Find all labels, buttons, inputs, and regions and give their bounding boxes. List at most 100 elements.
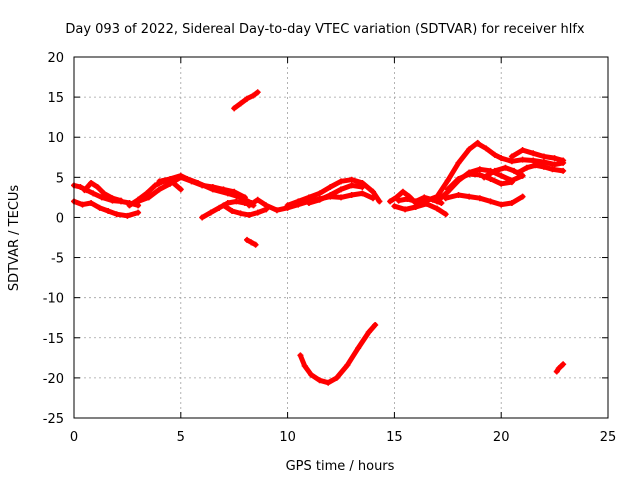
data-point <box>434 205 441 212</box>
data-point <box>237 194 244 201</box>
data-point <box>96 204 103 211</box>
data-point <box>376 198 383 205</box>
x-axis-label: GPS time / hours <box>286 459 395 474</box>
y-tick-label: 20 <box>47 51 64 66</box>
data-point <box>229 208 236 215</box>
y-tick-label: -15 <box>43 332 64 347</box>
data-point <box>77 183 84 190</box>
data-point <box>177 186 184 193</box>
data-point <box>273 207 280 214</box>
data-point <box>143 190 150 197</box>
data-point <box>444 177 451 184</box>
y-tick-label: 5 <box>56 171 64 186</box>
data-point <box>387 198 394 205</box>
data-point <box>359 190 366 197</box>
data-point <box>412 198 419 205</box>
data-point <box>327 191 334 198</box>
data-point <box>244 236 251 243</box>
data-point <box>94 183 101 190</box>
data-point <box>308 371 315 378</box>
data-point <box>126 202 133 209</box>
data-series <box>71 89 567 386</box>
data-point <box>412 204 419 211</box>
data-point <box>220 202 227 209</box>
data-point <box>305 194 312 201</box>
data-point <box>511 167 518 174</box>
data-point <box>348 191 355 198</box>
data-point <box>348 182 355 189</box>
data-point <box>216 204 223 211</box>
data-point <box>476 171 483 178</box>
data-point <box>135 209 142 216</box>
data-point <box>246 202 253 209</box>
data-point <box>156 186 163 193</box>
data-point <box>487 175 494 182</box>
data-point <box>553 368 560 375</box>
x-tick-label: 15 <box>386 430 403 445</box>
data-point <box>100 190 107 197</box>
data-point <box>455 191 462 198</box>
data-point <box>508 179 515 186</box>
data-point <box>246 212 253 219</box>
data-point <box>224 200 231 207</box>
data-point <box>483 145 490 152</box>
data-point <box>370 188 377 195</box>
data-point <box>530 157 537 164</box>
data-point <box>327 183 334 190</box>
data-point <box>117 197 124 204</box>
data-point <box>88 179 95 186</box>
data-point <box>194 179 201 186</box>
plot-border <box>73 56 609 419</box>
series-arc-n <box>297 322 378 386</box>
chart-title: Day 093 of 2022, Sidereal Day-to-day VTE… <box>65 22 585 37</box>
data-point <box>333 374 340 381</box>
data-point <box>474 140 481 147</box>
data-point <box>466 193 473 200</box>
data-point <box>88 200 95 207</box>
data-point <box>429 196 436 203</box>
y-tick-label: -25 <box>43 412 64 427</box>
y-tick-label: 10 <box>47 131 64 146</box>
data-point <box>491 167 498 174</box>
data-point <box>455 159 462 166</box>
data-point <box>156 178 163 185</box>
data-point <box>455 175 462 182</box>
data-point <box>519 193 526 200</box>
data-point <box>90 190 97 197</box>
data-point <box>498 172 505 179</box>
data-point <box>560 157 567 164</box>
data-point <box>105 208 112 215</box>
data-point <box>124 212 131 219</box>
data-point <box>252 241 259 248</box>
data-point <box>487 198 494 205</box>
y-tick-label: 0 <box>56 211 64 226</box>
data-point <box>316 377 323 384</box>
data-point <box>519 156 526 163</box>
data-point <box>365 329 372 336</box>
data-point <box>466 171 473 178</box>
data-point <box>491 151 498 158</box>
data-point <box>476 166 483 173</box>
y-tick-label: -5 <box>51 252 64 267</box>
data-point <box>263 202 270 209</box>
data-point <box>297 352 304 359</box>
data-point <box>316 196 323 203</box>
data-point <box>498 201 505 208</box>
data-point <box>421 194 428 201</box>
data-point <box>498 180 505 187</box>
data-point <box>145 194 152 201</box>
data-point <box>402 206 409 213</box>
data-point <box>254 196 261 203</box>
data-point <box>184 175 191 182</box>
data-point <box>344 362 351 369</box>
data-point <box>248 239 255 246</box>
series-arc-j <box>285 177 382 208</box>
y-tick-label: -10 <box>43 292 64 307</box>
series-arc-u <box>475 141 566 167</box>
data-point <box>98 194 105 201</box>
data-point <box>540 153 547 160</box>
data-point <box>399 188 406 195</box>
data-point <box>348 176 355 183</box>
data-point <box>519 172 526 179</box>
